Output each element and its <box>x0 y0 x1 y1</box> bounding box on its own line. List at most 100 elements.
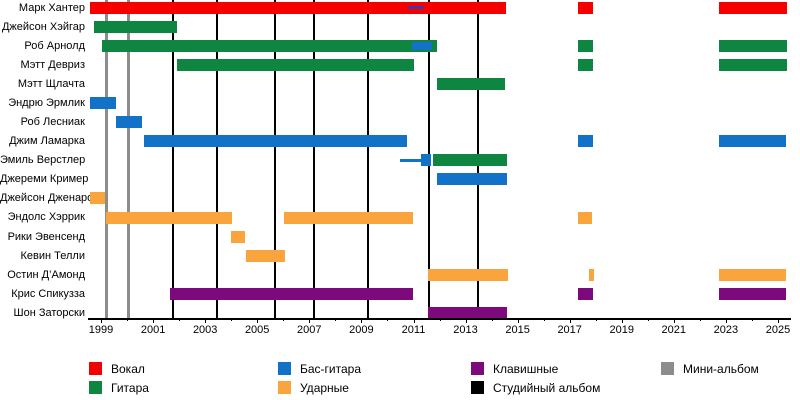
timeline-bar-bass <box>399 158 422 162</box>
axis-tick <box>439 318 441 321</box>
axis-tick <box>751 318 753 321</box>
timeline-bar-drums <box>577 211 593 224</box>
member-label: Джейсон Дженаро <box>0 192 94 205</box>
member-label: Остин Д’Амонд <box>7 268 85 281</box>
legend-swatch-drums <box>278 381 291 394</box>
album-line <box>171 0 174 318</box>
legend-label: Бас-гитара <box>300 362 362 376</box>
timeline-bar-bass <box>411 41 432 50</box>
timeline-bar-bass <box>90 97 116 109</box>
legend-label: Студийный альбом <box>493 381 601 395</box>
axis-tick <box>647 318 649 321</box>
axis-tick <box>387 318 389 321</box>
timeline-bar-guitar <box>718 58 788 71</box>
member-label: Рики Эвенсенд <box>7 230 85 243</box>
axis-tick <box>621 318 623 323</box>
axis-tick <box>725 318 727 323</box>
axis-tick-label: 2011 <box>401 324 426 336</box>
axis-tick <box>101 318 102 323</box>
mini-album-line <box>127 0 131 318</box>
axis-tick-label: 2015 <box>505 324 530 336</box>
album-line <box>215 0 218 318</box>
axis-tick <box>127 318 129 321</box>
axis-tick-label: 2025 <box>765 324 791 336</box>
legend-label: Вокал <box>111 362 145 376</box>
member-label: Роб Лесниак <box>20 116 85 129</box>
timeline-bar-keys <box>170 287 414 300</box>
member-label: Джереми Кример <box>0 173 89 186</box>
album-line <box>367 0 370 318</box>
timeline-bar-vocals <box>90 1 506 14</box>
timeline-bar-drums <box>284 211 414 224</box>
timeline-bar-bass <box>144 135 407 148</box>
member-label: Эмиль Верстлер <box>0 154 86 167</box>
timeline-bar-guitar <box>577 39 594 52</box>
axis-tick <box>257 318 259 323</box>
axis-tick <box>335 318 337 321</box>
timeline-bar-bass <box>578 135 594 148</box>
axis-tick <box>413 318 415 323</box>
legend-swatch-mini <box>661 362 674 375</box>
timeline-bar-hunter_programming <box>408 5 424 10</box>
legend-swatch-bass <box>278 362 291 375</box>
axis-tick <box>205 318 207 323</box>
axis-tick <box>153 318 155 323</box>
axis-tick-label: 2019 <box>609 324 635 336</box>
legend-label: Клавишные <box>493 362 559 376</box>
timeline-bar-drums <box>719 268 786 281</box>
member-label: Эндрю Эрмлик <box>8 96 85 109</box>
timeline-bar-guitar <box>177 58 414 71</box>
axis-tick-label: 2001 <box>140 324 166 336</box>
axis-tick <box>699 318 701 321</box>
timeline-bar-drums <box>246 249 285 262</box>
timeline-bar-keys <box>577 287 594 300</box>
axis-tick <box>309 318 311 323</box>
timeline-bar-bass <box>719 135 786 148</box>
legend-swatch-album <box>471 381 484 394</box>
member-label: Шон Заторски <box>13 306 85 319</box>
timeline-bar-guitar <box>718 39 788 52</box>
axis-tick-label: 2005 <box>244 324 270 336</box>
mini-album-line <box>105 0 109 318</box>
axis-tick-label: 2021 <box>661 324 687 336</box>
member-label: Марк Хантер <box>18 1 85 14</box>
timeline-bar-drums <box>105 211 232 224</box>
axis-tick-label: 2007 <box>297 324 322 336</box>
axis-tick <box>491 318 493 321</box>
axis-tick <box>231 318 233 321</box>
member-label: Роб Арнолд <box>24 39 85 52</box>
axis-tick <box>778 318 779 323</box>
timeline-bar-bass <box>115 116 142 128</box>
timeline-bar-bass <box>421 154 432 167</box>
axis-tick-label: 2017 <box>557 324 582 336</box>
member-label: Крис Спикузза <box>11 287 85 300</box>
timeline-bar-guitar <box>436 77 506 90</box>
member-label: Джим Ламарка <box>9 135 85 148</box>
member-label: Мэтт Девриз <box>20 58 85 71</box>
album-line <box>273 0 276 318</box>
legend-swatch-vocals <box>89 362 102 375</box>
timeline-bar-drums <box>230 230 245 243</box>
axis-tick <box>673 318 675 323</box>
timeline-bar-guitar <box>577 58 594 71</box>
axis-tick <box>569 318 571 323</box>
axis-tick <box>595 318 597 321</box>
timeline-bar-guitar <box>433 154 507 167</box>
axis-tick-label: 2009 <box>349 324 374 336</box>
timeline-bar-drums <box>589 268 594 281</box>
legend-label: Ударные <box>300 381 349 395</box>
legend-swatch-guitar <box>89 381 102 394</box>
member-label: Эндолс Хэррик <box>7 211 85 224</box>
album-line <box>313 0 315 318</box>
axis-tick <box>283 318 285 321</box>
axis-tick <box>517 318 519 323</box>
axis-tick-label: 2003 <box>192 324 218 336</box>
axis-tick-label: 1999 <box>88 324 114 336</box>
member-label: Кевин Телли <box>20 249 85 262</box>
axis-tick <box>543 318 545 321</box>
member-label: Мэтт Щлачта <box>17 77 85 90</box>
axis-tick <box>361 318 363 323</box>
timeline-bar-bass <box>436 173 507 186</box>
timeline-bar-vocals <box>577 1 594 14</box>
